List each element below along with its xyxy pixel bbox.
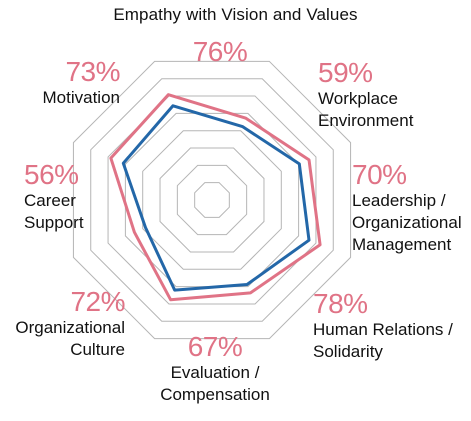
label-career: 56% Career Support — [24, 160, 124, 234]
pct-human-relations: 78% — [313, 288, 368, 319]
label-culture: 72% Organizational Culture — [0, 287, 125, 361]
label-human-relations: 78% Human Relations / Solidarity — [313, 289, 463, 363]
pct-leadership: 70% — [352, 159, 407, 190]
series-blue-line — [121, 104, 311, 292]
name-workplace: Workplace Environment — [318, 89, 414, 130]
grid-ring — [90, 78, 334, 322]
grid-ring — [194, 182, 230, 218]
name-human-relations: Human Relations / Solidarity — [313, 320, 453, 361]
grid-ring — [142, 130, 282, 270]
label-vision: 76% — [175, 37, 265, 67]
grid-ring — [159, 147, 265, 253]
label-evaluation: 67% Evaluation / Compensation — [140, 332, 290, 406]
name-career: Career Support — [24, 191, 84, 232]
name-leadership: Leadership / Organizational Management — [352, 191, 462, 254]
grid-ring — [124, 112, 300, 288]
series-pink-line — [109, 93, 322, 302]
name-motivation: Motivation — [42, 88, 120, 107]
grid-ring — [176, 164, 248, 236]
pct-workplace: 59% — [318, 57, 373, 88]
label-leadership: 70% Leadership / Organizational Manageme… — [352, 160, 471, 256]
pct-motivation: 73% — [65, 56, 120, 87]
pct-evaluation: 67% — [187, 331, 243, 362]
label-motivation: 73% Motivation — [0, 56, 121, 109]
pct-vision: 76% — [192, 36, 248, 67]
grid-ring — [72, 60, 352, 340]
name-evaluation: Evaluation / Compensation — [160, 363, 270, 404]
pct-career: 56% — [24, 159, 79, 190]
chart-title: Empathy with Vision and Values — [113, 5, 358, 24]
name-culture: Organizational Culture — [15, 318, 125, 359]
label-workplace: 59% Workplace Environment — [318, 58, 458, 132]
pct-culture: 72% — [70, 286, 125, 317]
